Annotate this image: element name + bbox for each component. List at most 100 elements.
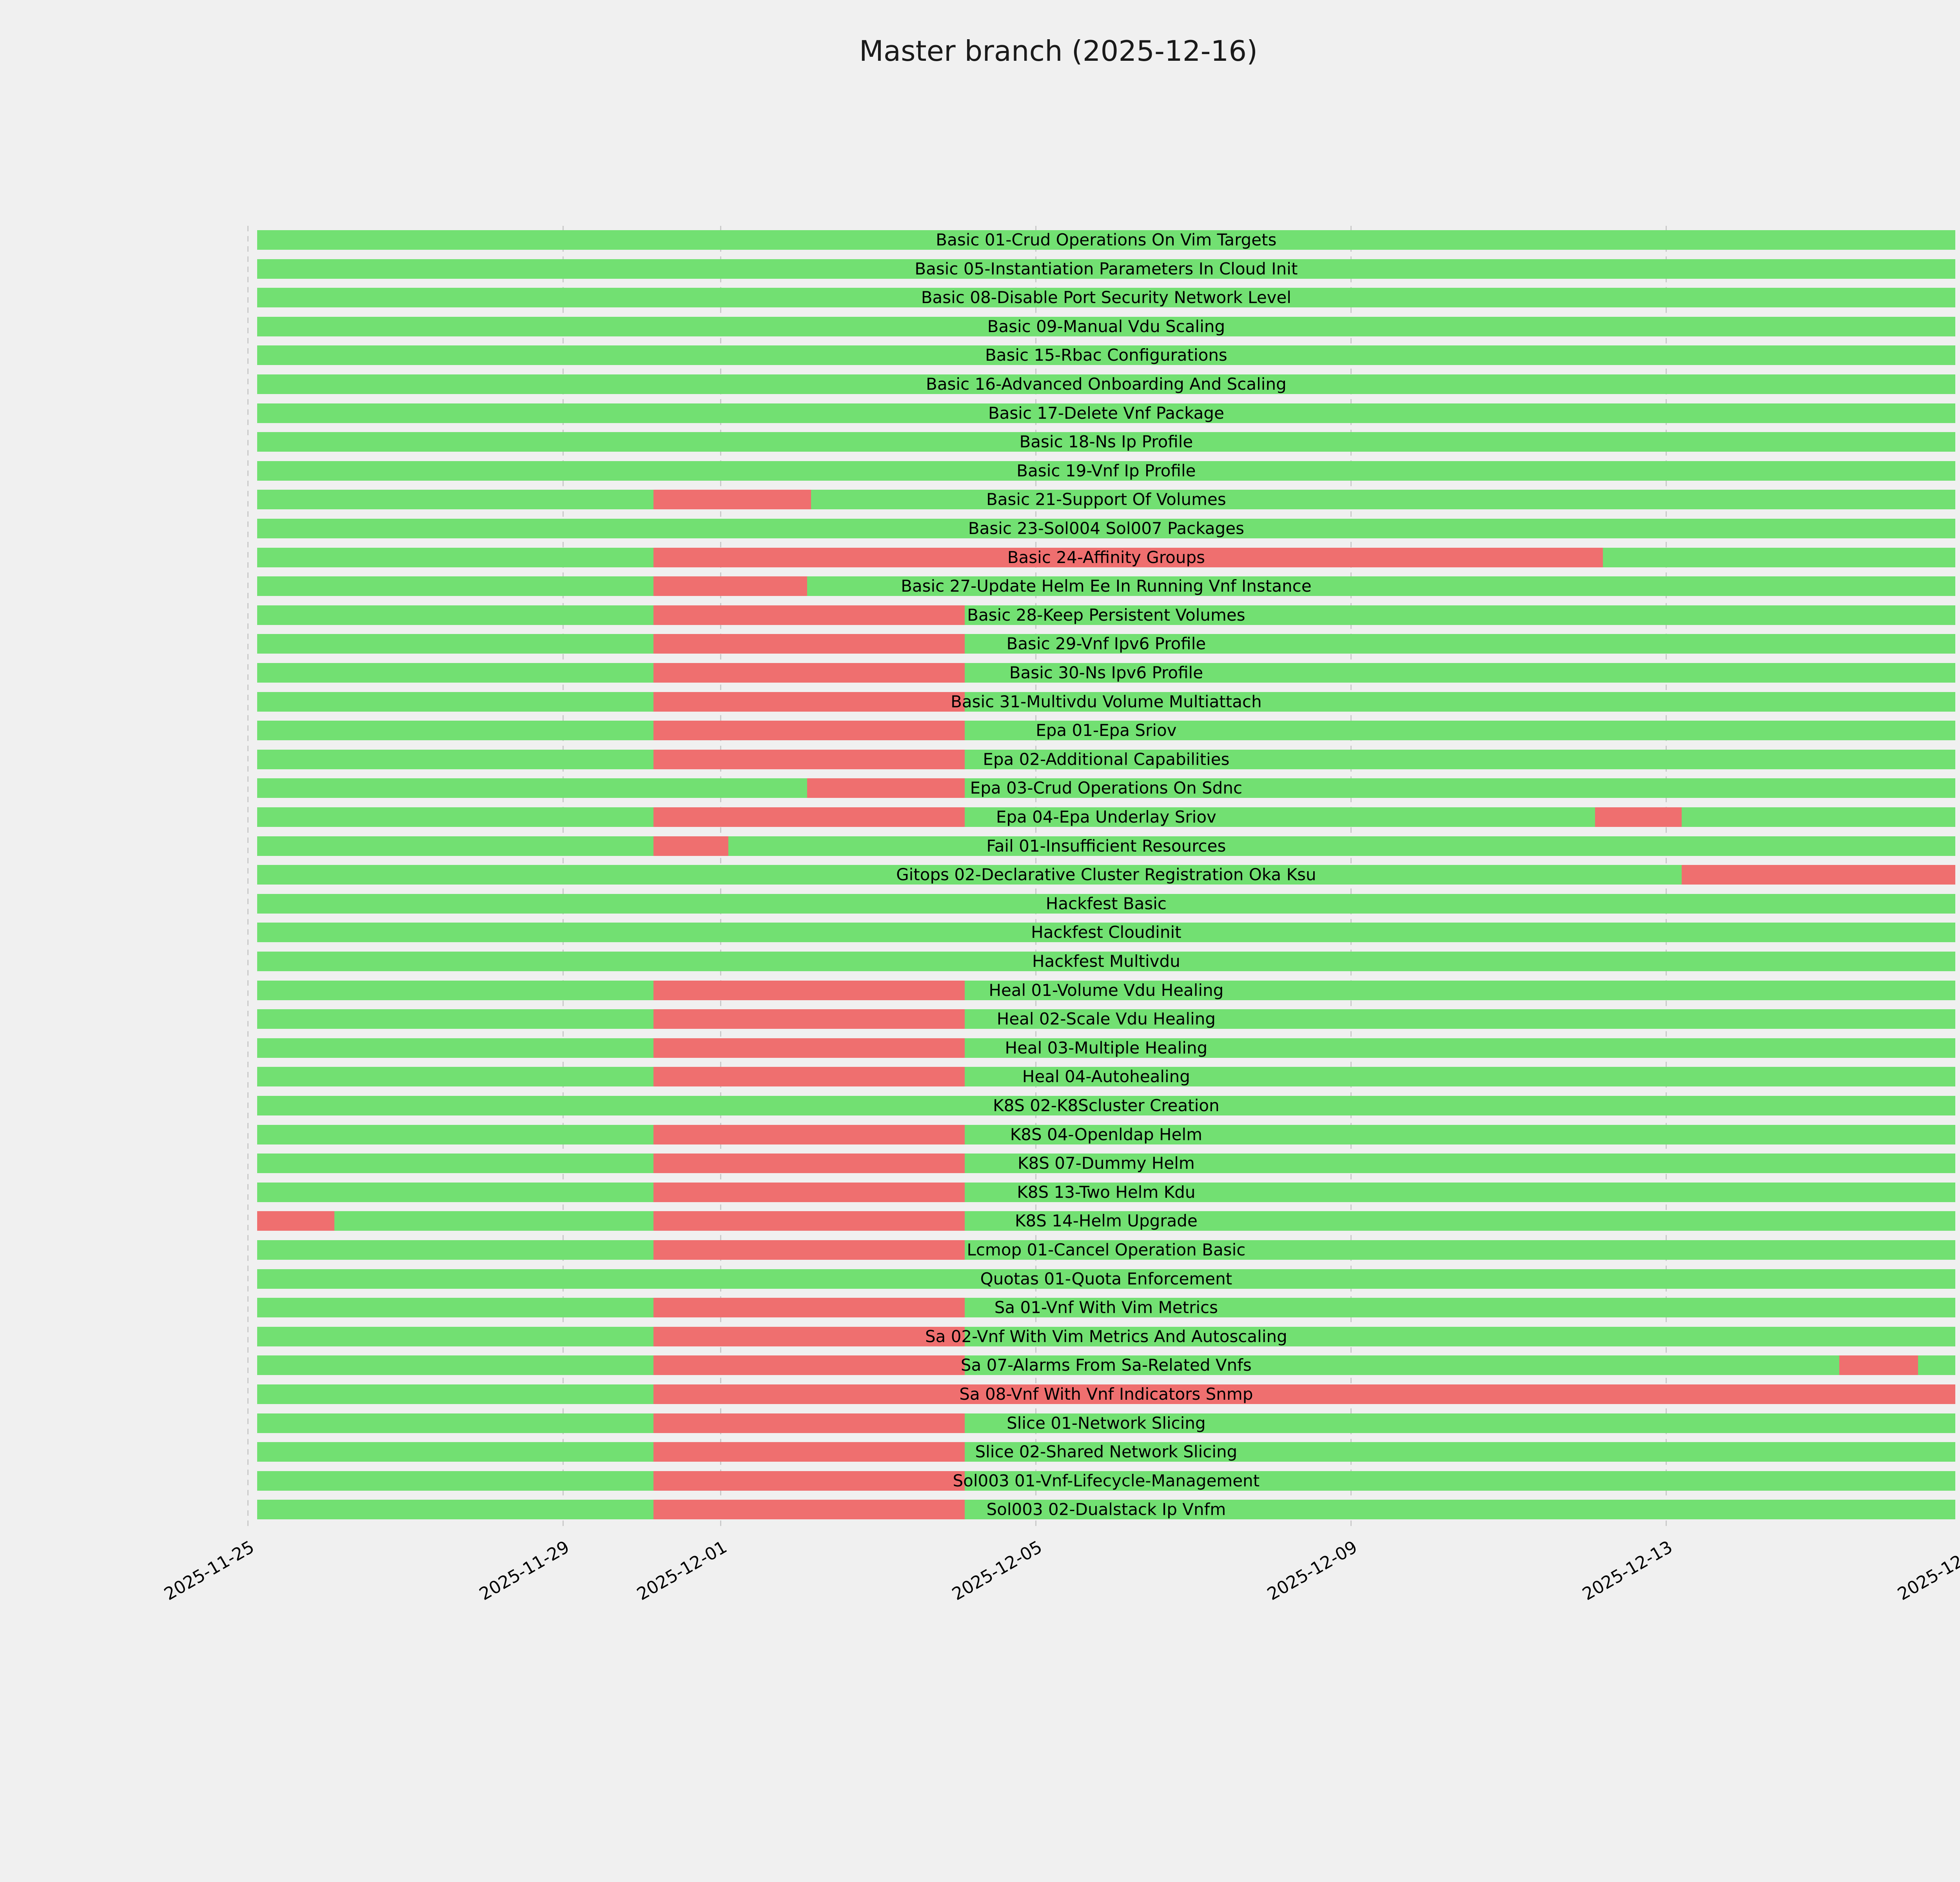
- test-label: K8S 02-K8Scluster Creation: [993, 1096, 1220, 1115]
- test-bar: [257, 519, 1955, 538]
- test-bar: [257, 923, 1955, 943]
- test-label: Sol003 02-Dualstack Ip Vnfm: [986, 1500, 1226, 1519]
- test-label: Basic 17-Delete Vnf Package: [988, 403, 1224, 423]
- test-label: Basic 09-Manual Vdu Scaling: [987, 316, 1225, 336]
- fail-segment: [653, 605, 965, 625]
- test-label: Basic 18-Ns Ip Profile: [1019, 432, 1193, 452]
- test-label: Basic 27-Update Helm Ee In Running Vnf I…: [901, 576, 1312, 596]
- fail-segment: [653, 1326, 965, 1346]
- chart-title: Master branch (2025-12-16): [859, 35, 1258, 67]
- test-label: Lcmop 01-Cancel Operation Basic: [967, 1240, 1246, 1259]
- test-bar: [257, 721, 1955, 741]
- fail-segment: [653, 1500, 965, 1520]
- test-bar: [257, 547, 1955, 567]
- fail-segment: [653, 749, 965, 769]
- test-bar: [257, 288, 1955, 308]
- fail-segment: [653, 692, 965, 712]
- test-bar: [257, 230, 1955, 250]
- test-label: K8S 13-Two Helm Kdu: [1017, 1182, 1196, 1202]
- test-label: Heal 04-Autohealing: [1022, 1067, 1190, 1086]
- fail-segment: [653, 1384, 1955, 1404]
- test-label: Slice 01-Network Slicing: [1007, 1413, 1206, 1433]
- x-tick-label: 2025-12-09: [1264, 1537, 1361, 1605]
- x-tick-label: 2025-12-05: [949, 1537, 1046, 1605]
- test-bar: [257, 605, 1955, 625]
- test-label: Basic 08-Disable Port Security Network L…: [921, 288, 1292, 307]
- test-label: Basic 23-Sol004 Sol007 Packages: [968, 519, 1244, 538]
- fail-segment: [257, 1211, 335, 1231]
- fail-segment: [653, 1211, 965, 1231]
- test-bar: [257, 952, 1955, 971]
- test-label: Epa 01-Epa Sriov: [1036, 721, 1177, 740]
- test-bar: [257, 1240, 1955, 1260]
- test-label: Slice 02-Shared Network Slicing: [975, 1442, 1238, 1462]
- fail-segment: [653, 1009, 965, 1029]
- test-bar: [257, 865, 1955, 885]
- test-label: Heal 02-Scale Vdu Healing: [996, 1009, 1216, 1029]
- test-bar: [257, 576, 1955, 596]
- test-label: Basic 19-Vnf Ip Profile: [1016, 461, 1196, 480]
- test-label: Sa 08-Vnf With Vnf Indicators Snmp: [959, 1384, 1253, 1404]
- fail-segment: [653, 1442, 965, 1462]
- fail-segment: [1682, 865, 1955, 885]
- test-bar: [257, 692, 1955, 712]
- test-bar: [257, 1471, 1955, 1491]
- test-label: K8S 07-Dummy Helm: [1017, 1154, 1195, 1173]
- fail-segment: [807, 778, 965, 798]
- test-bar: [257, 778, 1955, 798]
- test-label: Heal 03-Multiple Healing: [1005, 1038, 1208, 1057]
- test-label: K8S 14-Helm Upgrade: [1014, 1211, 1198, 1231]
- test-bar: [257, 980, 1955, 1000]
- test-bar: [257, 663, 1955, 683]
- test-bar: [257, 836, 1955, 856]
- test-bar: [257, 461, 1955, 481]
- test-label: Epa 04-Epa Underlay Sriov: [996, 807, 1216, 827]
- test-bar: [257, 1384, 1955, 1404]
- fail-segment: [653, 1124, 965, 1144]
- fail-segment: [653, 1355, 965, 1375]
- test-bar: [257, 894, 1955, 914]
- test-bar: [257, 1009, 1955, 1029]
- test-bar: [257, 374, 1955, 394]
- test-bar: [257, 1269, 1955, 1289]
- test-bar: [257, 634, 1955, 654]
- fail-segment: [653, 980, 965, 1000]
- x-tick-label: 2025-12-13: [1579, 1537, 1676, 1605]
- test-bar: [257, 1096, 1955, 1115]
- fail-segment: [653, 1471, 965, 1491]
- gridline: [247, 226, 249, 1529]
- test-label: Basic 31-Multivdu Volume Multiattach: [951, 692, 1262, 711]
- test-bar: [257, 1182, 1955, 1202]
- test-bar: [257, 749, 1955, 769]
- fail-segment: [653, 1038, 965, 1058]
- test-bar: [257, 1326, 1955, 1346]
- fail-segment: [653, 836, 729, 856]
- fail-segment: [653, 547, 1603, 567]
- test-label: Sa 01-Vnf With Vim Metrics: [994, 1298, 1218, 1317]
- fail-segment: [653, 1240, 965, 1260]
- test-bar: [257, 1500, 1955, 1520]
- test-label: Basic 21-Support Of Volumes: [986, 490, 1226, 509]
- test-label: Basic 28-Keep Persistent Volumes: [967, 605, 1245, 625]
- test-bar: [257, 316, 1955, 336]
- fail-segment: [653, 576, 808, 596]
- test-label: Basic 01-Crud Operations On Vim Targets: [936, 230, 1277, 249]
- test-label: Sa 07-Alarms From Sa-Related Vnfs: [960, 1355, 1252, 1375]
- test-bar: [257, 403, 1955, 423]
- fail-segment: [653, 1067, 965, 1087]
- fail-segment: [1839, 1355, 1918, 1375]
- x-tick-label: 2025-12-17: [1894, 1537, 1960, 1605]
- test-label: Heal 01-Volume Vdu Healing: [989, 980, 1224, 1000]
- test-bar: [257, 807, 1955, 827]
- test-label: Sol003 01-Vnf-Lifecycle-Management: [953, 1471, 1260, 1490]
- test-bar: [257, 259, 1955, 279]
- x-tick-label: 2025-12-01: [633, 1537, 731, 1605]
- x-tick-label: 2025-11-29: [476, 1537, 573, 1605]
- test-bar: [257, 1154, 1955, 1174]
- test-bar: [257, 345, 1955, 365]
- test-label: Quotas 01-Quota Enforcement: [980, 1269, 1232, 1288]
- test-label: Epa 03-Crud Operations On Sdnc: [970, 778, 1243, 798]
- test-label: Epa 02-Additional Capabilities: [983, 749, 1230, 769]
- test-label: Hackfest Cloudinit: [1031, 923, 1181, 942]
